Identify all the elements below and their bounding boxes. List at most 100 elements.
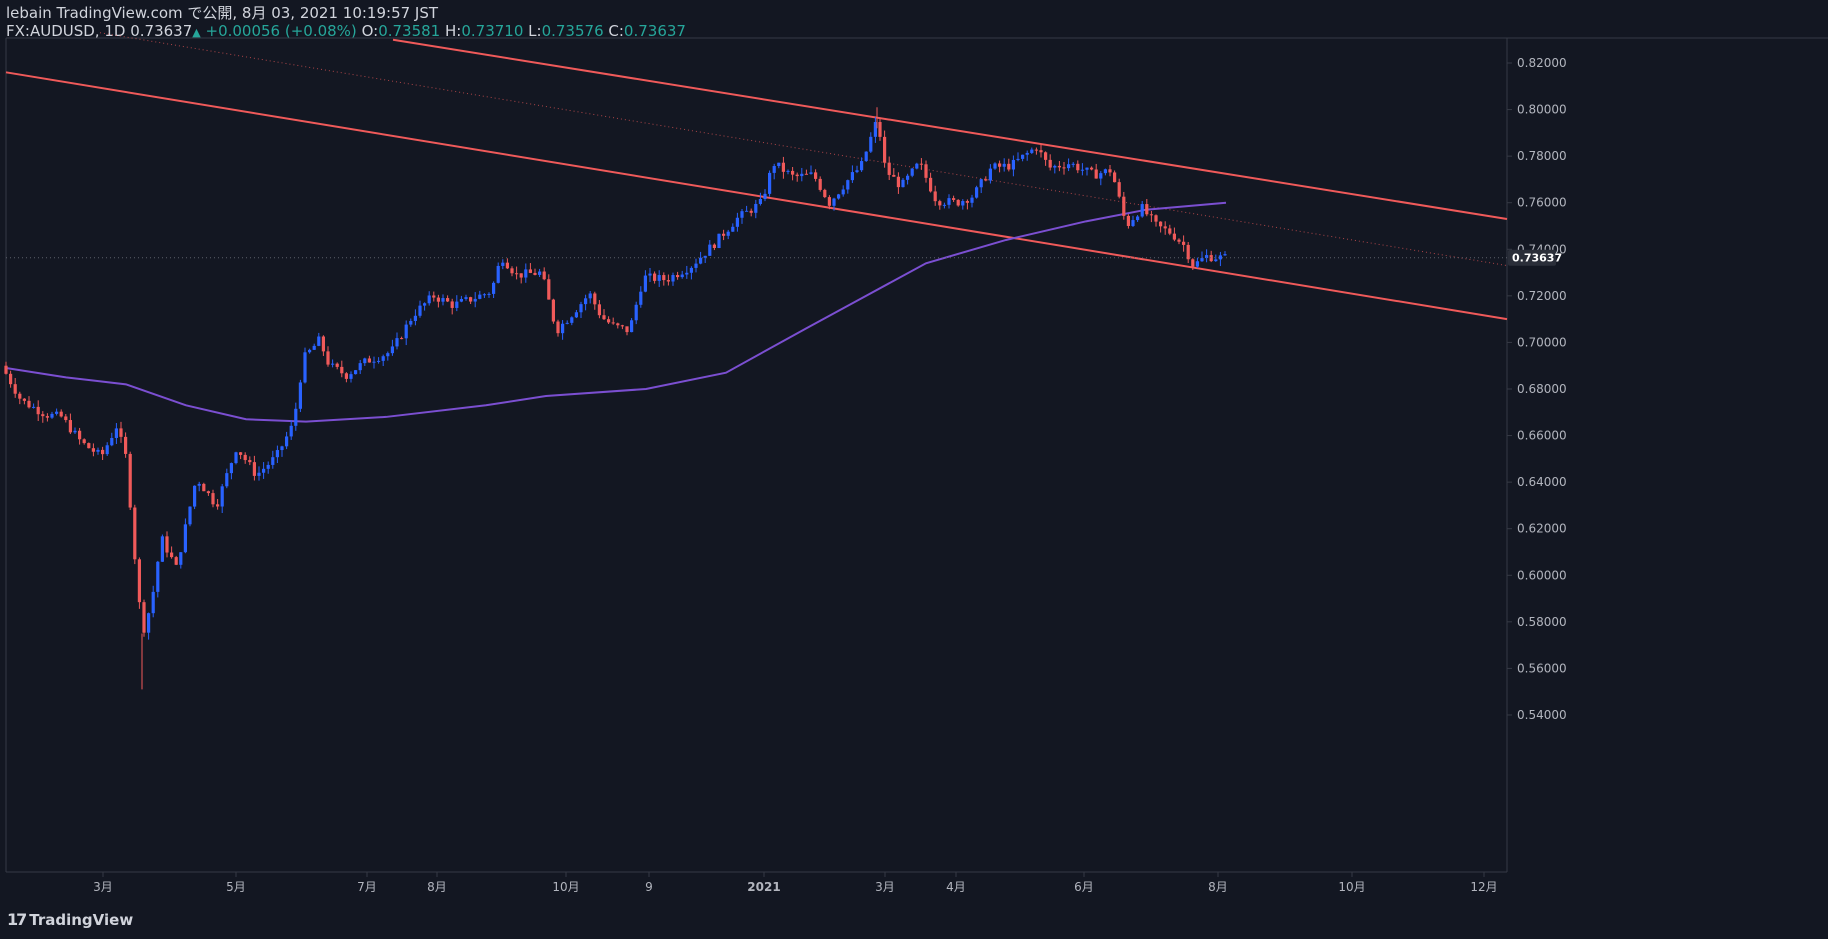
last-price: 0.73637 [130,22,193,40]
candle-body [303,352,307,383]
candle-body [450,301,454,308]
candle-body [823,189,827,198]
candle-body [731,226,735,232]
candle-body [413,315,417,321]
candle-body [1159,221,1163,227]
time-tick-label: 5月 [226,880,246,894]
candle-body [1191,259,1195,267]
candle-body [344,373,348,379]
candle-body [1205,255,1209,259]
candle-body [717,233,721,248]
candle-body [252,462,256,476]
time-tick-label: 3月 [93,880,113,894]
candle-body [386,353,390,357]
candle-body [768,172,772,194]
candle-body [142,602,146,633]
candle-body [873,122,877,137]
candle-body [758,199,762,204]
candle-body [965,201,969,203]
candle-body [1016,158,1020,160]
candle-body [193,485,197,507]
symbol-legend: FX:AUDUSD, 1D 0.73637▲ +0.00056 (+0.08%)… [6,22,686,42]
candle-body [1122,196,1126,216]
candle-body [262,468,266,473]
open-value: 0.73581 [378,22,441,40]
candle-body [837,194,841,199]
candle-body [1186,244,1190,260]
candle-body [1163,226,1167,229]
candle-body [257,472,261,476]
candle-body [970,197,974,203]
symbol-name: FX:AUDUSD, 1D [6,22,126,40]
candle-body [574,312,578,318]
candle-body [524,269,528,278]
candle-body [919,163,923,165]
candle-body [556,321,560,334]
candle-body [487,293,491,295]
time-axis-ticks: 3月 5月 7月 8月 10月 9 2021 3月 4月 6月 8月 10月 12月 [93,872,1498,894]
candle-body [1044,152,1048,160]
candle-body [579,304,583,313]
candle-body [804,173,808,175]
candle-body [975,187,979,198]
candle-body [671,275,675,282]
tradingview-footer[interactable]: 17 TradingView [7,910,133,929]
time-tick-label: 8月 [427,880,447,894]
candle-body [473,298,477,302]
candle-body [763,193,767,200]
candle-body [809,172,813,174]
candle-body [860,161,864,171]
candle-body [1067,164,1071,169]
candle-body [662,275,666,281]
candle-body [377,360,381,362]
candle-body [285,436,289,447]
candle-body [547,279,551,300]
candle-body [625,326,629,333]
candle-body [979,179,983,188]
price-tick-label: 0.68000 [1517,382,1567,396]
price-tick-label: 0.70000 [1517,335,1567,349]
candle-body [1209,255,1213,262]
time-tick-label: 6月 [1074,880,1094,894]
candle-body [354,370,358,375]
price-tick-label: 0.58000 [1517,615,1567,629]
price-tick-label: 0.54000 [1517,708,1567,722]
price-tick-label: 0.82000 [1517,56,1567,70]
candle-body [436,297,440,302]
candle-body [18,393,22,399]
candle-body [519,273,523,278]
candle-body [317,336,321,346]
close-label: C: [608,22,624,40]
channel-lines[interactable] [5,32,1508,321]
candle-body [239,452,243,455]
candle-body [855,170,859,173]
candle-body [942,204,946,206]
brand-name: TradingView [29,910,134,929]
last-price-box [1508,249,1556,266]
candle-body [455,301,459,308]
candle-body [924,164,928,178]
candle-body [441,298,445,302]
candle-body [308,349,312,353]
time-tick-label: 10月 [552,880,579,894]
candle-body [906,175,910,180]
candle-body [68,420,72,433]
candle-body [685,272,689,275]
candle-body [160,536,164,562]
candle-body [1025,152,1029,155]
candle-body [869,136,873,152]
price-tick-label: 0.64000 [1517,475,1567,489]
candle-body [745,210,749,212]
candle-body [510,268,514,274]
price-tick-label: 0.60000 [1517,568,1567,582]
candle-body [340,366,344,374]
moving-average-line [5,201,1227,423]
candle-body [952,198,956,200]
candle-body [156,561,160,592]
candle-body [703,255,707,258]
candle-body [988,168,992,181]
candle-body [726,231,730,236]
candle-body [533,272,537,275]
candle-body [611,322,615,324]
